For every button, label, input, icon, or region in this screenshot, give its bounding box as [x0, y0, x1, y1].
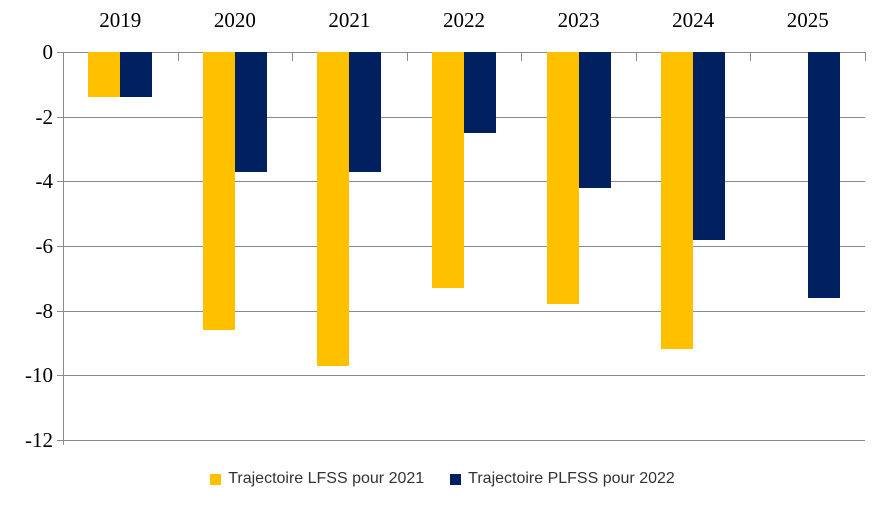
x-axis-tick — [406, 52, 408, 61]
y-axis-tick — [57, 116, 63, 118]
gridline--10 — [63, 375, 865, 377]
x-axis-label-2022: 2022 — [442, 8, 485, 32]
x-axis-tick — [177, 52, 179, 61]
x-axis-label-2019: 2019 — [99, 8, 142, 32]
bar-plfss-2023 — [578, 52, 611, 188]
x-axis-label-2023: 2023 — [557, 8, 600, 32]
gridline--12 — [63, 440, 865, 441]
y-axis-tick — [57, 440, 63, 441]
bar-lfss-2019 — [88, 52, 121, 98]
y-axis-tick-label: -12 — [25, 428, 53, 452]
legend-label: Trajectoire PLFSS pour 2022 — [468, 470, 675, 487]
bar-plfss-2020 — [234, 52, 267, 172]
bar-plfss-2019 — [120, 52, 153, 98]
x-axis-tick — [521, 52, 523, 61]
legend-swatch-icon — [450, 473, 462, 485]
x-axis-tick — [750, 52, 752, 61]
y-axis-tick-label: -8 — [35, 298, 54, 323]
x-axis-tick — [635, 52, 637, 61]
bar-plfss-2022 — [464, 52, 496, 133]
y-axis-tick — [57, 375, 63, 377]
gridline--4 — [63, 181, 865, 183]
bar-lfss-2022 — [432, 52, 464, 289]
legend-entry-plfss-2022: Trajectoire PLFSS pour 2022 — [450, 470, 675, 488]
legend-label: Trajectoire LFSS pour 2021 — [228, 470, 425, 487]
x-axis-label-2021: 2021 — [328, 8, 371, 32]
y-axis-tick-label: -10 — [25, 363, 53, 388]
bar-lfss-2020 — [202, 52, 235, 331]
bar-plfss-2025 — [807, 52, 840, 298]
bar-lfss-2024 — [661, 52, 694, 350]
x-axis-label-2020: 2020 — [213, 8, 256, 32]
bar-plfss-2021 — [349, 52, 382, 172]
legend-swatch-icon — [210, 473, 222, 485]
y-axis-tick — [57, 310, 63, 312]
y-axis-tick — [57, 246, 63, 247]
y-axis-tick-label: -4 — [35, 169, 54, 194]
y-axis-tick-label: 0 — [42, 40, 54, 64]
bar-lfss-2021 — [317, 52, 350, 366]
bar-lfss-2023 — [546, 52, 579, 305]
x-axis-tick — [292, 52, 294, 61]
legend-entry-lfss-2021: Trajectoire LFSS pour 2021 — [210, 470, 424, 488]
y-axis-tick-label: -2 — [35, 104, 54, 129]
y-axis-tick — [57, 52, 63, 53]
y-axis-line — [63, 52, 64, 445]
x-axis-label-2024: 2024 — [672, 8, 715, 32]
gridline--6 — [63, 246, 865, 247]
x-axis-tick — [63, 52, 64, 61]
gridline--8 — [63, 310, 865, 312]
chart-legend: Trajectoire LFSS pour 2021 Trajectoire PL… — [0, 464, 885, 494]
x-axis-label-2025: 2025 — [786, 8, 829, 32]
y-axis-tick — [57, 181, 63, 183]
bar-plfss-2024 — [693, 52, 726, 240]
y-axis-tick-label: -6 — [35, 234, 54, 258]
x-axis-tick — [865, 52, 866, 61]
